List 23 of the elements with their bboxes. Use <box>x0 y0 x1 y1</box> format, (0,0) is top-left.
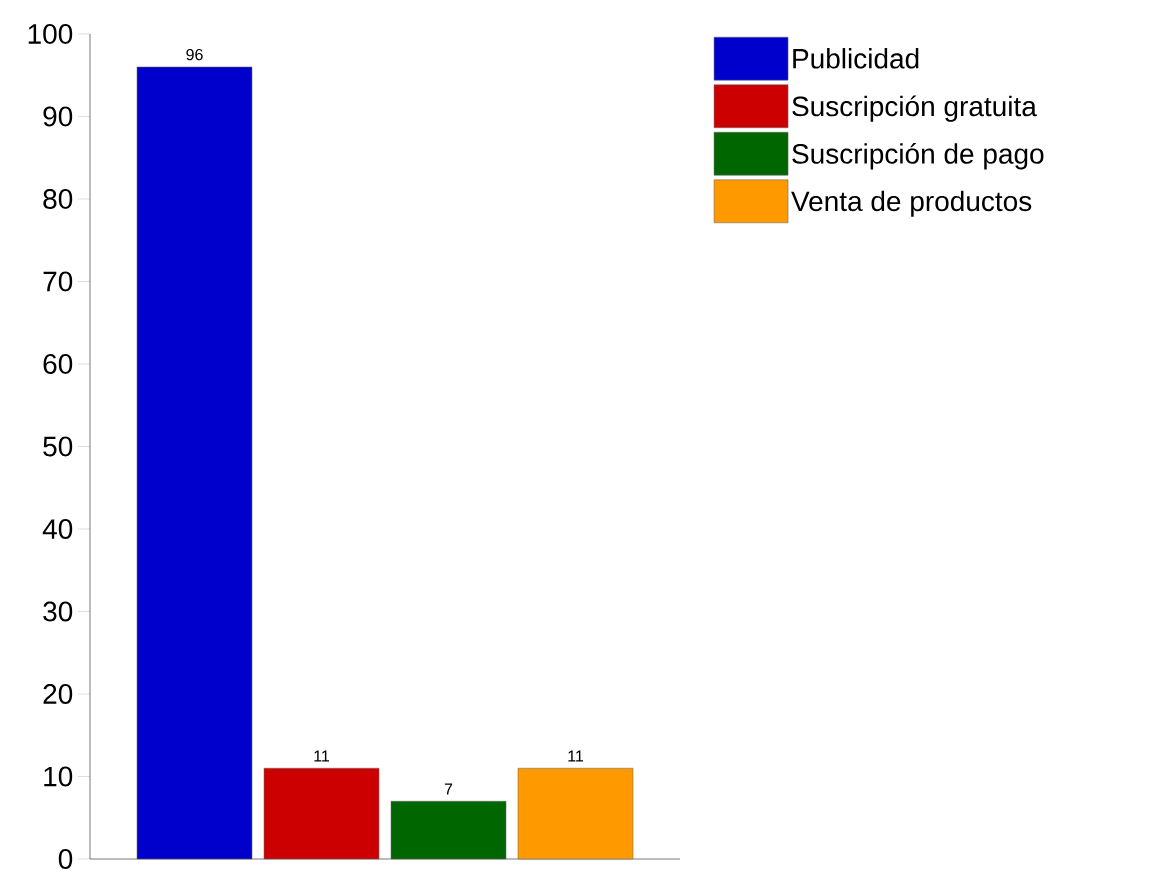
y-tick-label: 0 <box>58 849 73 869</box>
legend-label: Publicidad <box>793 48 919 69</box>
y-tick-label: 20 <box>43 684 73 704</box>
y-tick-label: 40 <box>42 519 73 539</box>
bar <box>517 767 634 860</box>
y-tick-label: 70 <box>43 271 73 292</box>
data-label: 96 <box>186 48 203 61</box>
legend-label: Suscripción gratuita <box>792 95 1037 122</box>
y-tick-label: 60 <box>43 354 73 374</box>
legend-label: Suscripción de pago <box>792 142 1044 170</box>
y-tick-label: 80 <box>43 189 73 209</box>
data-label: 7 <box>444 783 453 795</box>
data-label: 11 <box>314 750 330 762</box>
bar <box>136 66 253 860</box>
bar <box>390 800 507 860</box>
bar <box>263 767 380 860</box>
data-label: 11 <box>568 750 584 762</box>
y-tick-label: 10 <box>44 766 73 787</box>
y-tick-label: 50 <box>43 436 73 457</box>
y-tick-label: 100 <box>28 24 73 44</box>
y-tick-label: 30 <box>43 601 73 622</box>
y-tick-label: 90 <box>43 106 73 127</box>
legend-label: Venta de productos <box>791 190 1032 217</box>
